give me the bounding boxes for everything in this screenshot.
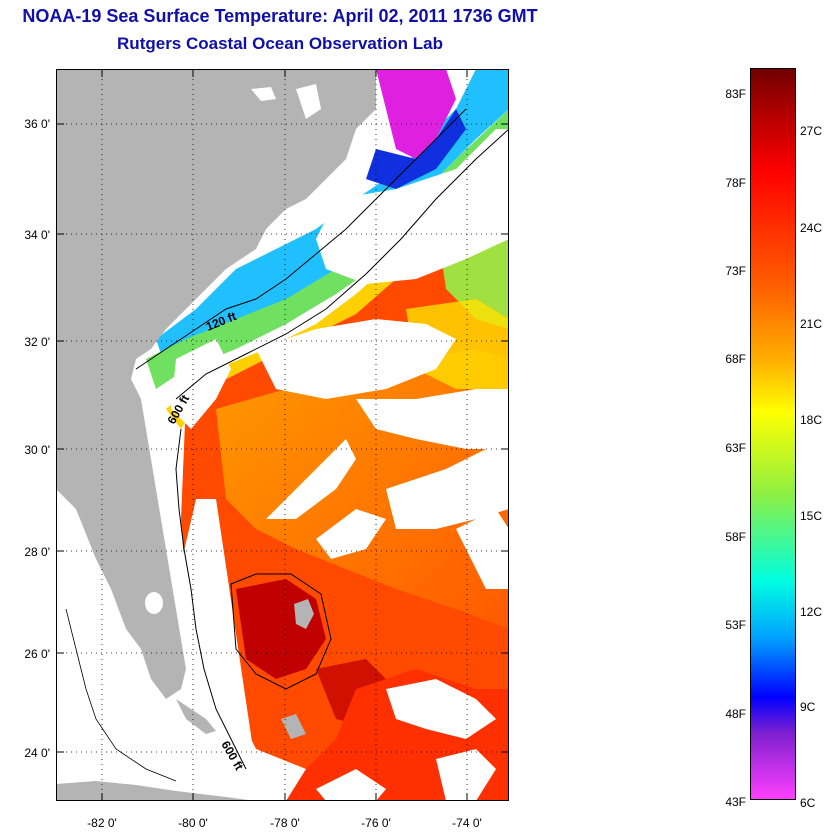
temperature-colorbar — [750, 68, 796, 800]
colorbar-c-label: 21C — [800, 317, 823, 331]
lake-okeechobee — [145, 592, 163, 614]
colorbar-c-label: 9C — [800, 700, 816, 714]
cloud-patch — [386, 679, 496, 739]
contour-600ft-florida — [175, 428, 247, 770]
cloud-patch — [436, 749, 496, 801]
colorbar-f-label: 63F — [725, 441, 746, 455]
colorbar-c-label: 15C — [800, 509, 823, 523]
colorbar-f-label: 78F — [725, 176, 746, 190]
cloud-patch — [316, 129, 509, 284]
cloud-patch — [316, 769, 386, 801]
lat-label-36: 36 0' — [24, 117, 50, 131]
colorbar-f-label: 83F — [725, 87, 746, 101]
map-title: NOAA-19 Sea Surface Temperature: April 0… — [22, 6, 538, 26]
colorbar-f-label: 48F — [725, 707, 746, 721]
lon-label-78: -78 0' — [270, 816, 300, 830]
cloud-patch — [256, 319, 456, 399]
colorbar-c-label: 6C — [800, 796, 816, 810]
colorbar-f-label: 43F — [725, 795, 746, 809]
lon-label-76: -76 0' — [361, 816, 391, 830]
colorbar-c-label: 18C — [800, 413, 823, 427]
contour-florida-west — [65, 608, 177, 782]
map-frame — [56, 69, 509, 801]
colorbar-c-label: 12C — [800, 605, 823, 619]
shelf-green-band — [146, 109, 509, 389]
cold-water-cape-hatteras — [376, 69, 456, 159]
shelf-yellow-band — [166, 154, 509, 429]
colorbar-f-label: 53F — [725, 618, 746, 632]
cloud-patch — [316, 509, 386, 559]
cuba-landmass — [56, 781, 256, 801]
lat-label-26: 26 0' — [24, 647, 50, 661]
sst-map: 120 ft 600 ft 600 ft — [56, 69, 509, 801]
lat-lon-grid — [56, 69, 509, 801]
lat-label-28: 28 0' — [24, 545, 50, 559]
cloud-patch — [386, 449, 509, 529]
colorbar-f-label: 73F — [725, 264, 746, 278]
contour-bahamas — [230, 573, 332, 690]
us-landmass — [56, 69, 376, 699]
bahamas-island — [294, 599, 314, 629]
colorbar-c-label: 27C — [800, 124, 823, 138]
map-subtitle: Rutgers Coastal Ocean Observation Lab — [117, 34, 443, 53]
lat-label-24: 24 0' — [24, 746, 50, 760]
lat-label-34: 34 0' — [24, 228, 50, 242]
pamlico-sound — [251, 87, 276, 101]
lat-label-30: 30 0' — [24, 443, 50, 457]
lon-label-82: -82 0' — [87, 816, 117, 830]
cloud-patch — [171, 339, 231, 429]
pamlico-sound — [296, 84, 321, 119]
cloud-patch — [456, 509, 509, 589]
colorbar-f-label: 58F — [725, 530, 746, 544]
lat-label-32: 32 0' — [24, 335, 50, 349]
colorbar-f-label: 68F — [725, 352, 746, 366]
cloud-patch — [266, 439, 356, 519]
lon-label-74: -74 0' — [452, 816, 482, 830]
cold-water-blue — [366, 109, 466, 189]
colorbar-c-label: 24C — [800, 221, 823, 235]
axis-ticks — [56, 69, 509, 801]
cloud-patch — [356, 389, 509, 449]
florida-keys — [176, 699, 216, 734]
lon-label-80: -80 0' — [178, 816, 208, 830]
bahamas-island — [281, 714, 306, 739]
contour-120ft — [135, 108, 467, 370]
contour-600ft — [175, 128, 509, 400]
